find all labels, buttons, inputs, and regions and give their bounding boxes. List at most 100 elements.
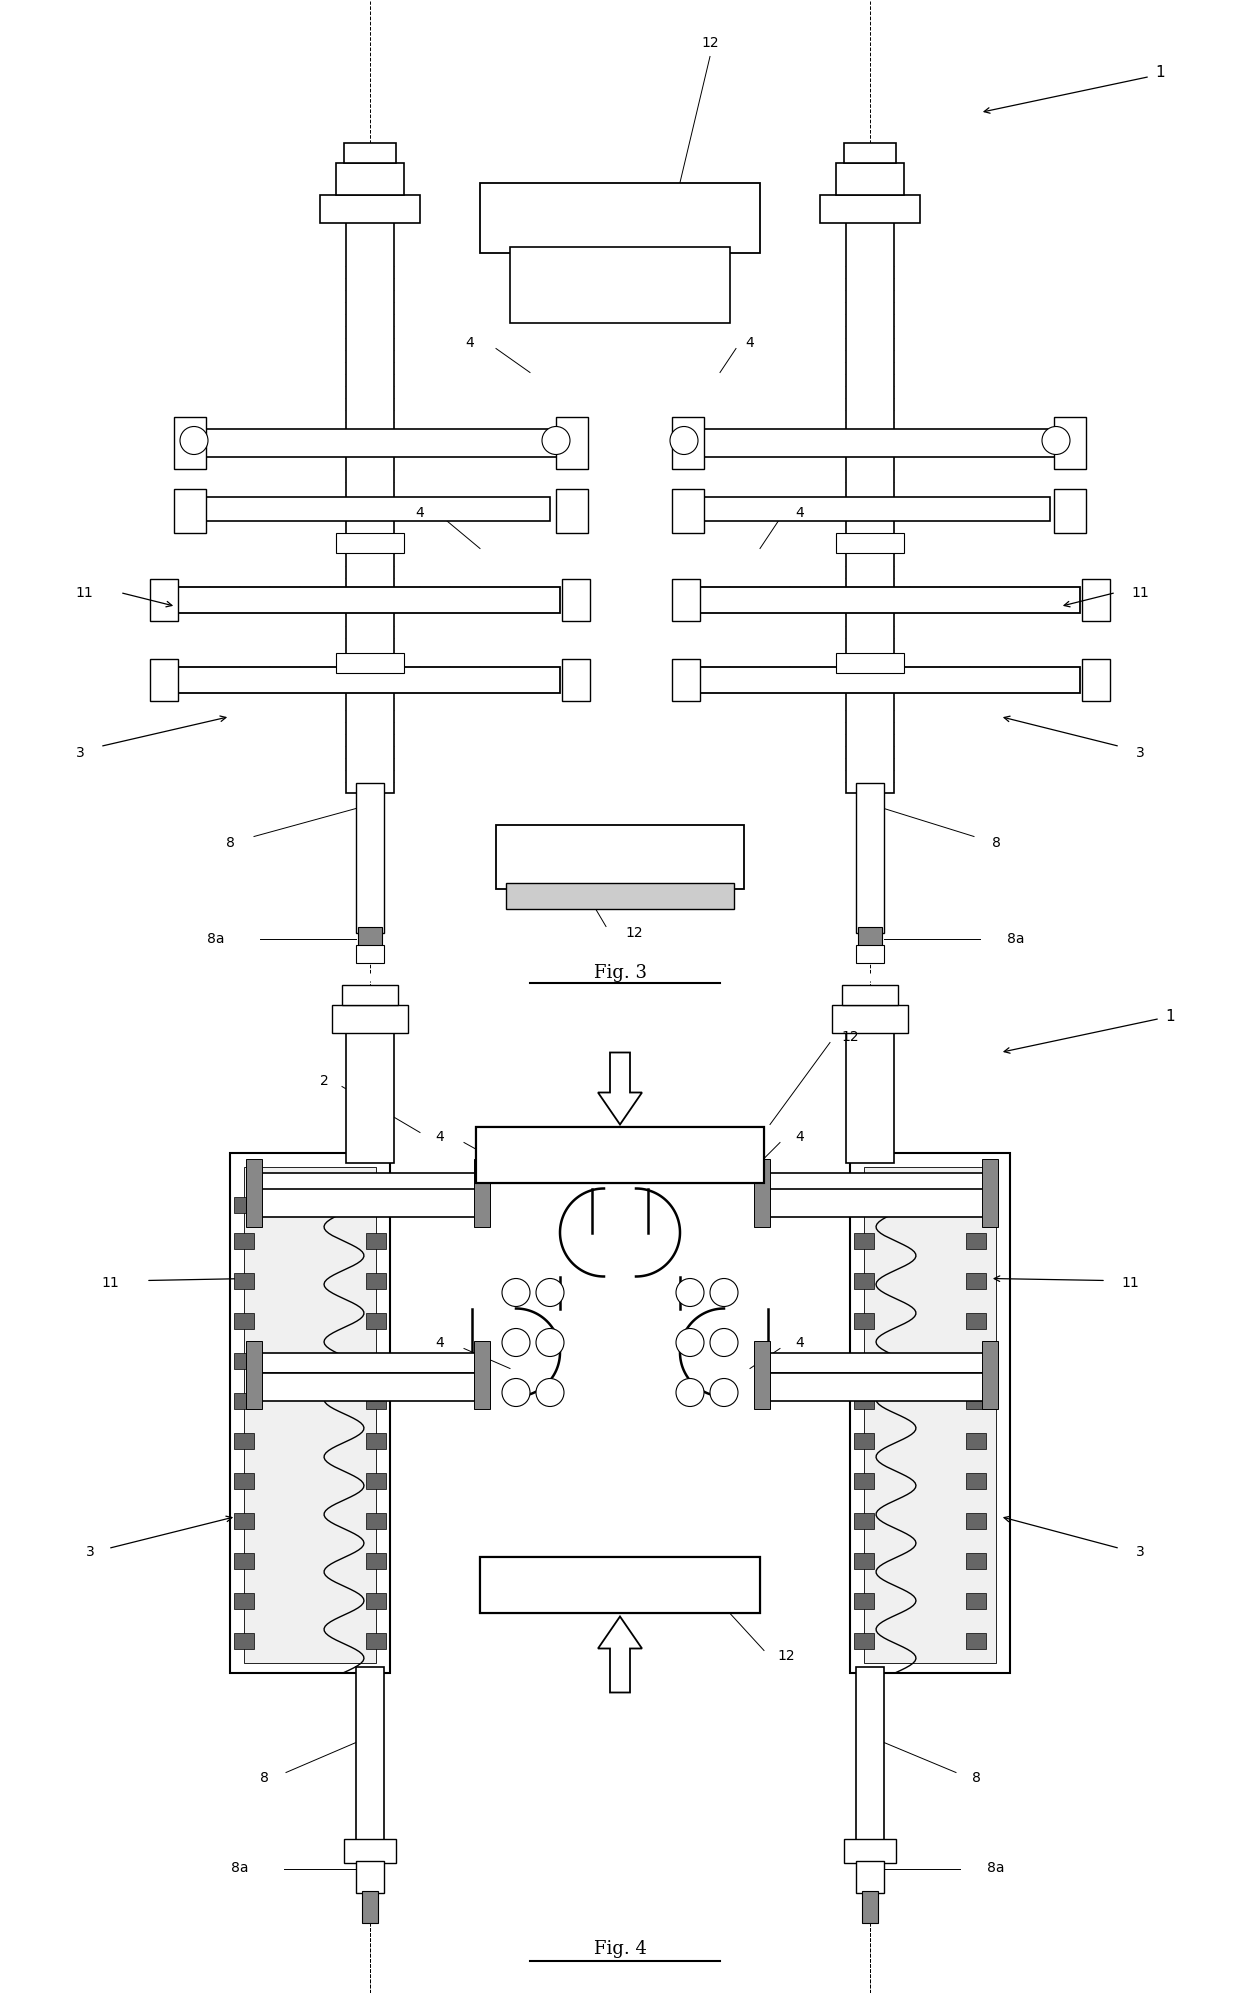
Bar: [480, 1557, 760, 1612]
Bar: [966, 1353, 986, 1369]
Bar: [844, 143, 897, 163]
Text: 4: 4: [745, 335, 754, 349]
Bar: [966, 1632, 986, 1648]
Bar: [820, 195, 920, 223]
Bar: [366, 1553, 386, 1568]
Circle shape: [711, 1379, 738, 1407]
Bar: [854, 1272, 874, 1289]
Bar: [844, 1838, 897, 1863]
Polygon shape: [598, 1616, 642, 1692]
Bar: [862, 1891, 878, 1923]
Bar: [854, 1513, 874, 1529]
Bar: [190, 496, 551, 520]
Bar: [966, 1553, 986, 1568]
Bar: [366, 1196, 386, 1212]
Text: 3: 3: [1136, 1545, 1145, 1559]
Bar: [234, 1513, 254, 1529]
Bar: [1083, 578, 1110, 620]
Circle shape: [180, 427, 208, 454]
Bar: [160, 586, 560, 612]
Circle shape: [711, 1329, 738, 1357]
Bar: [480, 1557, 760, 1612]
Bar: [854, 1313, 874, 1329]
Bar: [174, 488, 206, 532]
Bar: [150, 658, 179, 700]
Bar: [856, 1861, 884, 1893]
Bar: [854, 1632, 874, 1648]
Bar: [842, 985, 898, 1004]
Circle shape: [676, 1329, 704, 1357]
Bar: [836, 532, 904, 552]
Bar: [150, 578, 179, 620]
Bar: [854, 1553, 874, 1568]
Bar: [510, 247, 730, 323]
Bar: [366, 1393, 386, 1409]
Bar: [234, 1553, 254, 1568]
Bar: [562, 658, 590, 700]
Bar: [342, 985, 398, 1004]
Bar: [856, 1666, 884, 1842]
Text: 11: 11: [102, 1276, 119, 1289]
Bar: [346, 213, 394, 793]
Bar: [356, 1861, 384, 1893]
Bar: [255, 1373, 476, 1401]
Bar: [672, 417, 704, 468]
Text: Fig. 4: Fig. 4: [594, 1939, 646, 1957]
Bar: [836, 163, 904, 195]
Bar: [854, 1353, 874, 1369]
Bar: [234, 1196, 254, 1212]
Bar: [506, 883, 734, 909]
Bar: [366, 1272, 386, 1289]
Bar: [356, 783, 384, 933]
Bar: [966, 1313, 986, 1329]
Circle shape: [536, 1329, 564, 1357]
Bar: [680, 666, 1080, 692]
Bar: [966, 1592, 986, 1608]
Bar: [366, 1513, 386, 1529]
Bar: [982, 1158, 998, 1226]
Bar: [864, 1166, 996, 1662]
Text: 11: 11: [76, 586, 93, 600]
Circle shape: [542, 427, 570, 454]
Text: 4: 4: [796, 1130, 805, 1144]
Text: 11: 11: [1131, 586, 1149, 600]
Bar: [480, 1557, 760, 1612]
Bar: [764, 1353, 985, 1373]
Bar: [234, 1592, 254, 1608]
Bar: [1083, 658, 1110, 700]
Bar: [854, 1433, 874, 1449]
Bar: [246, 1341, 262, 1409]
Text: 3: 3: [86, 1545, 94, 1559]
Text: 11: 11: [1121, 1276, 1138, 1289]
Bar: [854, 1232, 874, 1248]
Bar: [858, 927, 882, 947]
Circle shape: [676, 1278, 704, 1307]
Circle shape: [536, 1379, 564, 1407]
Bar: [366, 1592, 386, 1608]
Text: 8: 8: [972, 1772, 981, 1786]
Bar: [854, 1393, 874, 1409]
Text: 12: 12: [777, 1650, 795, 1664]
Bar: [234, 1353, 254, 1369]
Bar: [366, 1313, 386, 1329]
Bar: [336, 532, 404, 552]
Bar: [366, 1433, 386, 1449]
Text: 1: 1: [1156, 66, 1164, 80]
Text: 3: 3: [1136, 745, 1145, 759]
Bar: [234, 1473, 254, 1489]
Bar: [174, 417, 206, 468]
Bar: [476, 1126, 764, 1182]
Circle shape: [536, 1278, 564, 1307]
Bar: [982, 1341, 998, 1409]
Text: 8: 8: [259, 1772, 268, 1786]
Bar: [966, 1232, 986, 1248]
Bar: [356, 945, 384, 963]
Bar: [336, 163, 404, 195]
Bar: [854, 1196, 874, 1212]
Text: 4: 4: [796, 506, 805, 520]
Bar: [476, 1126, 764, 1182]
Bar: [556, 488, 588, 532]
Bar: [754, 1158, 770, 1226]
Bar: [476, 1126, 764, 1182]
Bar: [366, 1232, 386, 1248]
